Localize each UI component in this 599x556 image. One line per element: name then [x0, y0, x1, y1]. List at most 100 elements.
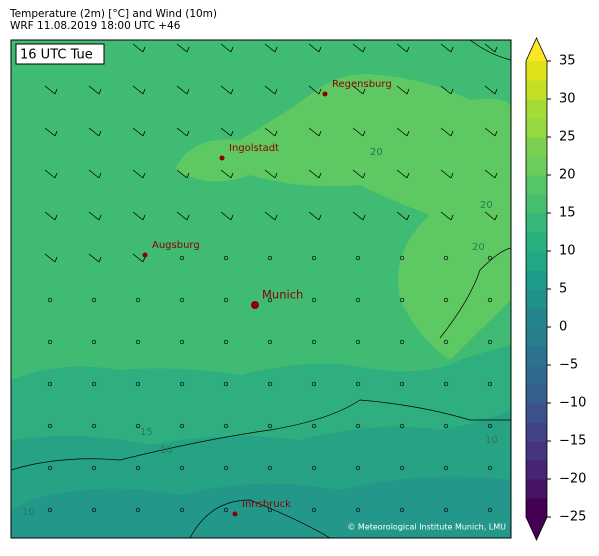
calm-marker [311, 465, 317, 471]
calm-marker [399, 339, 405, 345]
wind-barb [98, 130, 102, 137]
wind-barb [274, 46, 278, 53]
wind-barb [220, 85, 232, 95]
city-marker [219, 155, 225, 161]
wind-barb [142, 46, 146, 53]
wind-barb [88, 253, 100, 263]
city-marker [232, 511, 238, 517]
wind-barb [230, 172, 234, 179]
city-marker [251, 301, 259, 309]
wind-barb [484, 169, 496, 179]
calm-marker [179, 423, 185, 429]
time-label: 16 UTC Tue [20, 48, 93, 63]
calm-marker [399, 423, 405, 429]
calm-marker [487, 339, 493, 345]
wind-barb [176, 43, 188, 53]
contour-label: 20 [370, 147, 383, 158]
wind-barb [142, 172, 146, 179]
calm-marker [311, 255, 317, 261]
calm-marker [399, 381, 405, 387]
colorbar-band [526, 441, 547, 461]
colorbar-band [526, 251, 547, 271]
colorbar-band [526, 118, 547, 138]
colorbar-band [526, 213, 547, 233]
wind-barb [132, 211, 144, 221]
calm-marker [91, 465, 97, 471]
map: 20 20 20 15 10 10 10 [11, 40, 511, 538]
calm-marker [91, 339, 97, 345]
wind-barb [396, 127, 408, 137]
calm-marker [267, 465, 273, 471]
wind-barb [132, 253, 144, 263]
wind-barb [230, 214, 234, 221]
wind-barb [44, 253, 56, 263]
colorbar-band [526, 156, 547, 176]
city-label: Innsbruck [242, 499, 291, 510]
calm-marker [223, 255, 229, 261]
calm-marker [443, 507, 449, 513]
wind-barb [484, 211, 496, 221]
wind-barb [98, 214, 102, 221]
calm-marker [443, 297, 449, 303]
colorbar-band [526, 327, 547, 347]
calm-marker [223, 297, 229, 303]
wind-barb [494, 88, 498, 95]
city-label: Munich [262, 288, 303, 302]
wind-barb [142, 256, 146, 263]
wind-barb [318, 130, 322, 137]
calm-marker [311, 507, 317, 513]
wind-barb [186, 130, 190, 137]
wind-barb [186, 88, 190, 95]
wind-barb [406, 214, 410, 221]
colorbar-under [526, 517, 547, 540]
colorbar-tick-label: 15 [559, 206, 576, 221]
calm-marker [443, 255, 449, 261]
calm-marker [135, 381, 141, 387]
wind-barb [440, 85, 452, 95]
calm-marker [487, 465, 493, 471]
calm-marker [355, 339, 361, 345]
wind-barb [450, 88, 454, 95]
calm-marker [267, 255, 273, 261]
wind-barb [142, 214, 146, 221]
colorbar-band [526, 498, 547, 518]
calm-marker [311, 423, 317, 429]
contour-label: 10 [160, 445, 173, 456]
wind-barb [396, 43, 408, 53]
wind-barb [264, 169, 276, 179]
wind-barb [264, 211, 276, 221]
colorbar-tick-label: 5 [559, 282, 567, 297]
calm-marker [91, 423, 97, 429]
calm-marker [311, 381, 317, 387]
calm-marker [311, 297, 317, 303]
colorbar-band [526, 384, 547, 404]
calm-marker [47, 381, 53, 387]
colorbar-tick-label: 35 [559, 54, 576, 69]
colorbar-band [526, 308, 547, 328]
wind-barb [450, 172, 454, 179]
wind-barb [308, 85, 320, 95]
calm-marker [47, 339, 53, 345]
calm-marker [487, 507, 493, 513]
wind-barb [450, 130, 454, 137]
wind-barb [132, 169, 144, 179]
wind-barb [440, 127, 452, 137]
wind-barb [132, 85, 144, 95]
calm-marker [179, 255, 185, 261]
wind-barb [362, 88, 366, 95]
wind-barb [494, 214, 498, 221]
wind-barb [406, 130, 410, 137]
wind-barb [318, 214, 322, 221]
calm-marker [355, 507, 361, 513]
calm-marker [135, 465, 141, 471]
wind-barb [450, 46, 454, 53]
wind-barb [450, 214, 454, 221]
city-marker [142, 252, 148, 258]
colorbar-band [526, 479, 547, 499]
wind-barb [264, 127, 276, 137]
colorbar-tick-label: 0 [559, 320, 567, 335]
wind-barb [186, 214, 190, 221]
calm-marker [223, 339, 229, 345]
calm-marker [267, 507, 273, 513]
colorbar-band [526, 422, 547, 442]
